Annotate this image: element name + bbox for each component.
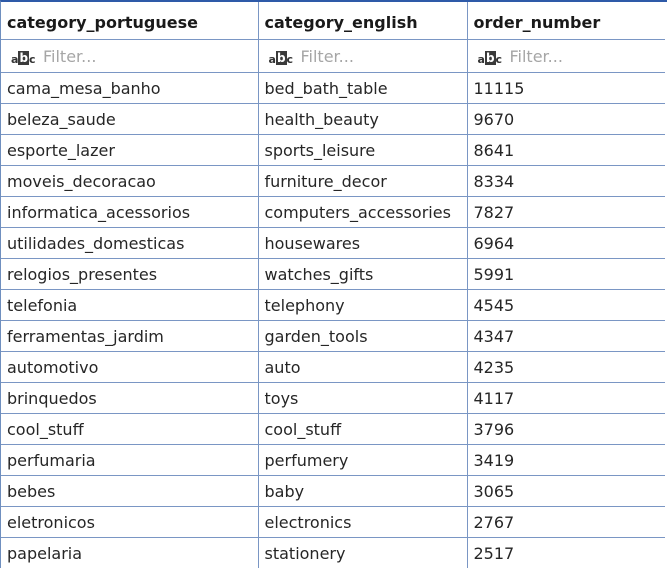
column-header-order-number[interactable]: order_number [467, 2, 667, 40]
table-row[interactable]: utilidades_domesticas housewares 6964 [1, 227, 667, 259]
cell-category-portuguese[interactable]: cama_mesa_banho [1, 72, 259, 104]
cell-category-portuguese[interactable]: papelaria [1, 537, 259, 568]
cell-category-english[interactable]: housewares [258, 227, 468, 259]
cell-category-portuguese[interactable]: automotivo [1, 351, 259, 383]
cell-category-portuguese[interactable]: utilidades_domesticas [1, 227, 259, 259]
cell-category-english[interactable]: computers_accessories [258, 196, 468, 228]
table-body: cama_mesa_banho bed_bath_table 11115 beleza… [1, 72, 667, 568]
cell-order-number[interactable]: 11115 [467, 72, 667, 104]
cell-category-portuguese[interactable]: brinquedos [1, 382, 259, 414]
cell-category-english[interactable]: watches_gifts [258, 258, 468, 290]
cell-order-number[interactable]: 6964 [467, 227, 667, 259]
cell-order-number[interactable]: 4545 [467, 289, 667, 321]
cell-order-number[interactable]: 3796 [467, 413, 667, 445]
cell-category-portuguese[interactable]: cool_stuff [1, 413, 259, 445]
table-row[interactable]: cama_mesa_banho bed_bath_table 11115 [1, 72, 667, 104]
table-row[interactable]: beleza_saude health_beauty 9670 [1, 103, 667, 135]
table-row[interactable]: cool_stuff cool_stuff 3796 [1, 413, 667, 445]
cell-category-portuguese[interactable]: perfumaria [1, 444, 259, 476]
filter-input-category-portuguese[interactable] [43, 46, 183, 66]
cell-category-english[interactable]: baby [258, 475, 468, 507]
cell-category-portuguese[interactable]: relogios_presentes [1, 258, 259, 290]
cell-category-english[interactable]: auto [258, 351, 468, 383]
header-row: category_portuguese category_english ord… [1, 2, 667, 40]
table-row[interactable]: brinquedos toys 4117 [1, 382, 667, 414]
cell-category-portuguese[interactable]: telefonia [1, 289, 259, 321]
cell-order-number[interactable]: 2517 [467, 537, 667, 568]
cell-category-portuguese[interactable]: ferramentas_jardim [1, 320, 259, 352]
table-row[interactable]: papelaria stationery 2517 [1, 537, 667, 568]
grid-edge [665, 2, 667, 568]
cell-category-portuguese[interactable]: beleza_saude [1, 103, 259, 135]
cell-order-number[interactable]: 8334 [467, 165, 667, 197]
cell-category-english[interactable]: sports_leisure [258, 134, 468, 166]
cell-category-english[interactable]: cool_stuff [258, 413, 468, 445]
cell-order-number[interactable]: 2767 [467, 506, 667, 538]
table-row[interactable]: bebes baby 3065 [1, 475, 667, 507]
cell-category-english[interactable]: bed_bath_table [258, 72, 468, 104]
table-row[interactable]: automotivo auto 4235 [1, 351, 667, 383]
table-row[interactable]: telefonia telephony 4545 [1, 289, 667, 321]
cell-category-english[interactable]: electronics [258, 506, 468, 538]
column-header-category-english[interactable]: category_english [258, 2, 468, 40]
cell-category-english[interactable]: telephony [258, 289, 468, 321]
cell-category-portuguese[interactable]: esporte_lazer [1, 134, 259, 166]
cell-order-number[interactable]: 9670 [467, 103, 667, 135]
cell-order-number[interactable]: 4235 [467, 351, 667, 383]
cell-order-number[interactable]: 3065 [467, 475, 667, 507]
cell-category-portuguese[interactable]: informatica_acessorios [1, 196, 259, 228]
cell-category-portuguese[interactable]: moveis_decoracao [1, 165, 259, 197]
table-row[interactable]: ferramentas_jardim garden_tools 4347 [1, 320, 667, 352]
cell-category-english[interactable]: toys [258, 382, 468, 414]
table-row[interactable]: esporte_lazer sports_leisure 8641 [1, 134, 667, 166]
column-header-category-portuguese[interactable]: category_portuguese [1, 2, 259, 40]
table-row[interactable]: informatica_acessorios computers_accessor… [1, 196, 667, 228]
cell-category-english[interactable]: garden_tools [258, 320, 468, 352]
cell-category-english[interactable]: health_beauty [258, 103, 468, 135]
table-row[interactable]: moveis_decoracao furniture_decor 8334 [1, 165, 667, 197]
cell-order-number[interactable]: 4347 [467, 320, 667, 352]
cell-order-number[interactable]: 7827 [467, 196, 667, 228]
cell-order-number[interactable]: 4117 [467, 382, 667, 414]
filter-row: abc abc abc [1, 39, 667, 73]
cell-category-english[interactable]: perfumery [258, 444, 468, 476]
filter-input-category-english[interactable] [300, 46, 441, 66]
cell-category-portuguese[interactable]: bebes [1, 475, 259, 507]
filter-input-order-number[interactable] [509, 46, 650, 66]
table-row[interactable]: perfumaria perfumery 3419 [1, 444, 667, 476]
cell-category-english[interactable]: furniture_decor [258, 165, 468, 197]
table-row[interactable]: relogios_presentes watches_gifts 5991 [1, 258, 667, 290]
cell-order-number[interactable]: 5991 [467, 258, 667, 290]
cell-order-number[interactable]: 3419 [467, 444, 667, 476]
table-row[interactable]: eletronicos electronics 2767 [1, 506, 667, 538]
cell-order-number[interactable]: 8641 [467, 134, 667, 166]
cell-category-english[interactable]: stationery [258, 537, 468, 568]
cell-category-portuguese[interactable]: eletronicos [1, 506, 259, 538]
